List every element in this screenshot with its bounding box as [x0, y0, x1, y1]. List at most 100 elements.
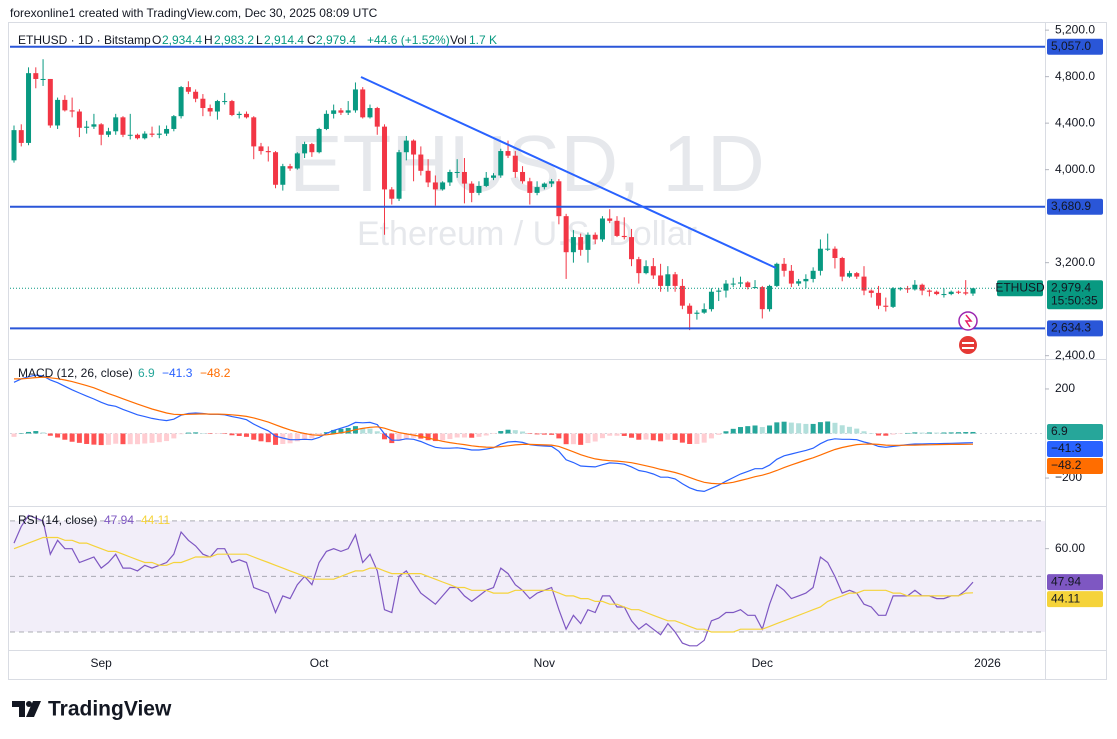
- macd-legend: MACD (12, 26, close) 6.9 −41.3 −48.2: [18, 366, 231, 380]
- level-tag-bg: [1047, 320, 1103, 337]
- candle-body: [200, 98, 206, 109]
- histogram-bar: [876, 433, 882, 436]
- candle-body: [672, 274, 678, 286]
- histogram-bar: [432, 433, 438, 442]
- candle-body: [396, 152, 402, 199]
- candle-body: [302, 144, 308, 154]
- macd-pane: [10, 374, 1045, 493]
- histogram-bar: [40, 432, 46, 434]
- x-tick-label: Oct: [310, 656, 329, 670]
- candle-body: [418, 154, 424, 171]
- histogram-bar: [265, 433, 271, 443]
- rsi-line: [13, 536, 974, 633]
- histogram-bar: [331, 429, 337, 434]
- histogram-bar: [832, 422, 838, 434]
- candle-body: [105, 131, 111, 135]
- histogram-bar: [687, 433, 693, 444]
- histogram-bar: [614, 433, 620, 436]
- logo-mark: [26, 701, 32, 707]
- histogram-bar: [316, 433, 322, 436]
- histogram-bar: [679, 433, 685, 443]
- y-tick-label: 4,400.0: [1055, 115, 1095, 129]
- histogram-bar: [643, 433, 649, 440]
- histogram-bar: [810, 423, 816, 434]
- event-icon: [959, 336, 977, 354]
- level-tag: 5,057.0: [1051, 39, 1091, 53]
- candle-body: [374, 108, 380, 127]
- candle-body: [273, 152, 279, 185]
- histogram-bar: [490, 433, 496, 435]
- candle-body: [607, 218, 613, 221]
- candle-body: [84, 126, 90, 128]
- y-tick-label: 60.00: [1055, 541, 1085, 555]
- candle-body: [490, 175, 496, 178]
- candle-body: [229, 101, 235, 116]
- candle-body: [527, 181, 533, 193]
- ohlc-label: O: [152, 33, 161, 47]
- ohlc-label: L: [256, 33, 263, 47]
- candle-body: [40, 78, 46, 80]
- value-tag-bg: [1047, 591, 1103, 608]
- histogram-bar: [11, 433, 17, 437]
- chart-frame: [8, 22, 1107, 680]
- candle-body: [142, 133, 148, 139]
- candle-body: [788, 270, 794, 284]
- ohlc-label: H: [204, 33, 213, 47]
- candle-body: [214, 101, 220, 112]
- histogram-bar: [287, 433, 293, 444]
- y-tick-label: 3,200.0: [1055, 255, 1095, 269]
- candle-body: [803, 278, 809, 282]
- histogram-bar: [142, 433, 148, 444]
- histogram-bar: [752, 425, 758, 434]
- candle-body: [236, 113, 242, 116]
- level-tag-bg: [1047, 38, 1103, 55]
- histogram-bar: [47, 433, 53, 436]
- histogram-bar: [127, 433, 133, 445]
- candle-body: [512, 155, 518, 172]
- candle-body: [752, 287, 758, 289]
- candle-body: [759, 287, 765, 310]
- histogram-bar: [730, 428, 736, 434]
- histogram-bar: [251, 433, 257, 440]
- histogram-bar: [185, 432, 191, 434]
- candle-body: [461, 171, 467, 184]
- candle-body: [382, 126, 388, 190]
- histogram-bar: [258, 433, 264, 442]
- histogram-bar: [607, 433, 613, 436]
- histogram-bar: [498, 431, 504, 434]
- histogram-bar: [382, 433, 388, 440]
- histogram-bar: [69, 433, 75, 442]
- watermark-symbol: ETHUSD, 1D: [289, 119, 765, 208]
- histogram-bar: [839, 425, 845, 434]
- candle-body: [854, 273, 860, 277]
- rsi-title: RSI (14, close): [18, 513, 97, 527]
- candle-body: [185, 87, 191, 92]
- histogram-bar: [483, 433, 489, 436]
- histogram-bar: [774, 422, 780, 434]
- candle-body: [193, 91, 199, 99]
- price-pane: [10, 45, 1045, 331]
- histogram-bar: [759, 427, 765, 434]
- value-tag: 44.11: [1051, 591, 1080, 605]
- histogram-bar: [84, 433, 90, 444]
- histogram-bar: [621, 433, 627, 436]
- candle-body: [905, 288, 911, 290]
- candle-body: [541, 183, 547, 188]
- histogram-bar: [738, 427, 743, 434]
- histogram-bar: [716, 433, 722, 435]
- candle-body: [919, 284, 925, 291]
- candle-body: [11, 130, 17, 161]
- level-tag-bg: [1047, 198, 1103, 215]
- candle-body: [934, 291, 940, 295]
- histogram-bar: [527, 433, 533, 435]
- volume: 1.7 K: [469, 33, 497, 47]
- histogram-bar: [599, 433, 605, 439]
- histogram-bar: [505, 429, 511, 434]
- candle-body: [26, 73, 32, 143]
- histogram-bar: [970, 431, 976, 434]
- candle-body: [926, 290, 932, 292]
- histogram-bar: [788, 422, 794, 434]
- histogram-bar: [425, 433, 431, 441]
- histogram-bar: [76, 433, 82, 443]
- histogram-bar: [18, 433, 24, 435]
